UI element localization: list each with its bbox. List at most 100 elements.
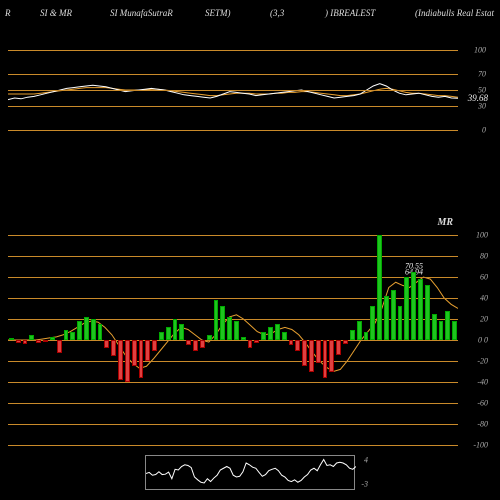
mr-bar: [377, 235, 382, 340]
mr-bar: [445, 311, 450, 340]
grid-line: [8, 445, 458, 446]
mr-bar: [234, 321, 239, 340]
mr-bar: [77, 321, 82, 340]
mr-bar: [152, 340, 157, 351]
y-axis-label: -80: [477, 420, 488, 429]
mr-bar: [29, 335, 34, 340]
mr-bar: [289, 340, 294, 345]
y-axis-label: 0: [482, 126, 486, 135]
mr-bar: [50, 337, 55, 340]
mr-bar: [166, 327, 171, 340]
mini-chart: 4-3: [145, 455, 355, 490]
header-item: R: [5, 8, 11, 18]
mr-bar: [43, 340, 48, 342]
mr-bar: [57, 340, 62, 353]
y-axis-label: 100: [474, 46, 486, 55]
mr-bar: [70, 332, 75, 340]
mr-bar: [179, 324, 184, 340]
mr-bar: [268, 327, 273, 340]
mr-bar: [391, 290, 396, 340]
mr-bar: [275, 324, 280, 340]
mr-bar: [227, 317, 232, 340]
y-axis-label: 80: [480, 252, 488, 261]
y-axis-label: 20: [480, 315, 488, 324]
mr-bar: [91, 319, 96, 340]
mr-bar: [302, 340, 307, 366]
mr-bar: [282, 332, 287, 340]
mr-bar: [384, 296, 389, 340]
header-item: ) IBREALEST: [325, 8, 375, 18]
mr-bar: [111, 340, 116, 356]
mr-bar: [404, 277, 409, 340]
grid-line: [8, 74, 458, 75]
mr-bar: [261, 332, 266, 340]
mr-bar: [323, 340, 328, 378]
mr-bar: [364, 332, 369, 340]
y-axis-label: -20: [477, 357, 488, 366]
mr-bar: [357, 321, 362, 340]
mr-bar: [173, 319, 178, 340]
y-axis-label: -3: [361, 480, 368, 489]
grid-line: [8, 361, 458, 362]
grid-line: [8, 90, 458, 91]
mr-bar: [125, 340, 130, 382]
grid-line: [8, 106, 458, 107]
mr-bar: [36, 340, 41, 343]
grid-line: [8, 340, 458, 341]
mr-bar: [329, 340, 334, 372]
mr-bar: [16, 340, 21, 343]
mr-bar: [439, 321, 444, 340]
mr-bar: [84, 317, 89, 340]
y-axis-label: -40: [477, 378, 488, 387]
y-axis-label: 4: [364, 455, 368, 464]
mr-bar: [159, 332, 164, 340]
mr-bar: [350, 330, 355, 341]
mr-bar: [432, 314, 437, 340]
mr-bar: [370, 306, 375, 340]
mr-bar: [23, 340, 28, 344]
mr-bar: [64, 330, 69, 341]
mr-label: MR: [437, 217, 453, 228]
mr-bar: [336, 340, 341, 355]
y-axis-label: 100: [476, 231, 488, 240]
mr-bar: [139, 340, 144, 378]
mr-bar: [220, 306, 225, 340]
mr-bar: [316, 340, 321, 363]
y-axis-label: 70: [478, 70, 486, 79]
y-axis-label: 40: [480, 294, 488, 303]
mr-bar: [248, 340, 253, 348]
mr-bar: [186, 340, 191, 345]
header-labels: R SI & MR SI MunafaSutraR SETM) (3,3 ) IBREAL…: [0, 8, 500, 22]
mr-bar: [425, 285, 430, 340]
mr-bar: [241, 337, 246, 340]
grid-line: [8, 256, 458, 257]
y-axis-label: -60: [477, 399, 488, 408]
mr-bar: [254, 340, 259, 343]
header-item: (3,3: [270, 8, 284, 18]
mr-bar: [295, 340, 300, 351]
grid-line: [8, 424, 458, 425]
rsi-chart: 100705030039.68: [8, 50, 458, 130]
mr-bar: [309, 340, 314, 372]
header-item: SI & MR: [40, 8, 72, 18]
grid-line: [8, 235, 458, 236]
mr-bar: [207, 335, 212, 340]
grid-line: [8, 277, 458, 278]
grid-line: [8, 382, 458, 383]
mr-bar: [343, 340, 348, 344]
header-item: SETM): [205, 8, 231, 18]
mr-bar: [98, 324, 103, 340]
current-value-label: 39.68: [468, 93, 488, 103]
mr-bar: [145, 340, 150, 361]
mr-bar: [132, 340, 137, 366]
mr-bar: [118, 340, 123, 380]
mr-bar: [193, 340, 198, 351]
mr-bar-chart: MR 100806040200 0-20-40-60-80-10070.5564…: [8, 235, 458, 445]
y-axis-label: -100: [473, 441, 488, 450]
y-axis-label: 60: [480, 273, 488, 282]
grid-line: [8, 50, 458, 51]
header-item: (Indiabulls Real Estat: [415, 8, 494, 18]
mr-bar: [214, 300, 219, 340]
grid-line: [8, 403, 458, 404]
header-item: SI MunafaSutraR: [110, 8, 173, 18]
